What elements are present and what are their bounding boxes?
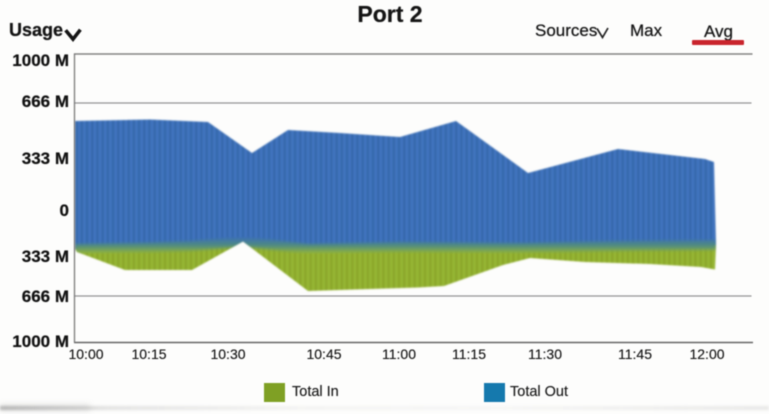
total-in-legend-label: Total In [292,384,339,400]
y-axis-tick-label: 0 [59,201,69,220]
x-axis-tick-label: 10:15 [131,346,167,362]
photo-bottom-smudge-left [0,404,90,411]
y-axis-tick-label: 666 M [21,92,69,111]
x-axis-tick-label: 10:45 [306,346,342,362]
x-axis-tick-label: 10:30 [210,346,246,362]
sources-dropdown-chevron-icon[interactable] [595,26,610,40]
sources-dropdown-label[interactable]: Sources [535,21,598,40]
in-out-blend-band [75,236,716,255]
usage-dropdown-chevron-icon[interactable] [63,28,83,43]
x-axis-tick-label: 11:00 [382,346,416,362]
x-axis-labels: 10:00 10:15 10:30 10:45 11:00 11:15 11:30 11:45… [68,346,725,362]
y-axis-tick-label: 666 M [21,287,69,306]
avg-selected-underline [692,40,744,45]
x-axis-tick-label: 10:00 [68,346,104,362]
avg-mode-button[interactable]: Avg [704,22,733,41]
y-axis-tick-label: 1000 M [12,50,69,70]
y-axis-tick-label: 333 M [21,246,69,266]
x-axis-tick-label: 12:00 [689,346,725,362]
total-in-area [75,241,716,291]
max-mode-button[interactable]: Max [630,21,663,40]
total-out-legend-swatch [484,382,505,402]
chart-title: Port 2 [357,1,423,27]
y-axis-tick-label: 1000 M [12,331,69,351]
y-axis-labels: 1000 M 666 M 333 M 0 333 M 666 M 1000 M [0,0,69,360]
x-axis-tick-label: 11:15 [452,346,486,362]
usage-dropdown-label[interactable]: Usage [9,20,64,40]
gridlines [73,53,753,344]
y-axis-tick-label: 333 M [21,148,69,168]
total-out-legend-label: Total Out [510,384,569,400]
total-in-legend-swatch [264,382,285,402]
x-axis-tick-label: 11:45 [618,346,652,362]
chart-legend: Total In Total Out [0,382,769,406]
chart-areas [75,119,716,291]
x-axis-tick-label: 11:30 [528,346,562,362]
photo-bottom-smudge [0,406,769,410]
total-out-area [75,119,716,249]
